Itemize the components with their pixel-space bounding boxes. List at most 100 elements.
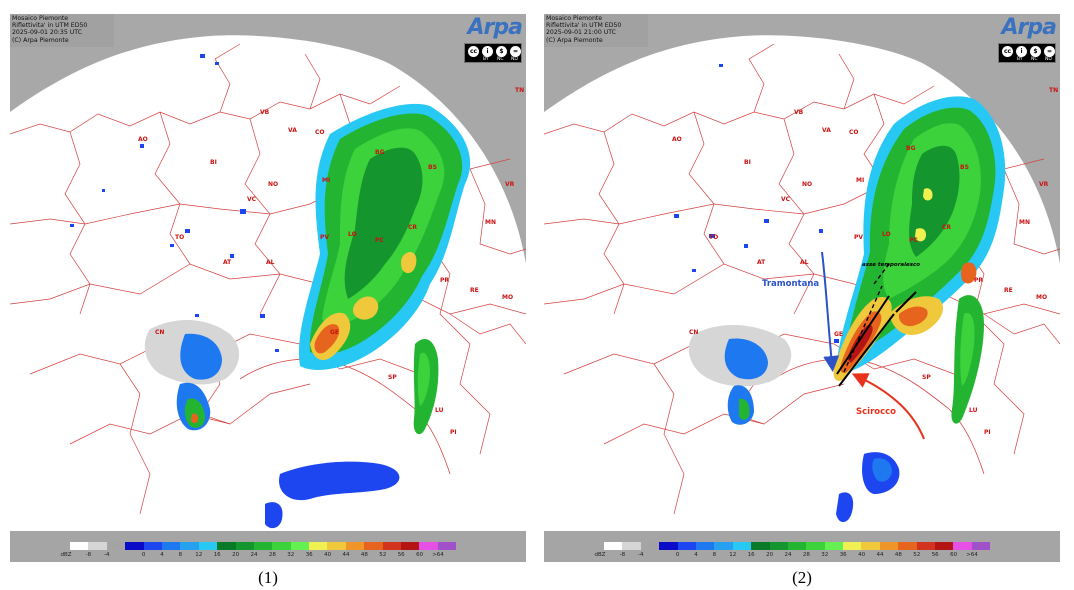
- legend-tick-label: 52: [379, 552, 387, 558]
- legend-tick-label: -8: [85, 552, 92, 558]
- svg-text:CN: CN: [155, 329, 164, 336]
- arpa-logo: Arpa cc i $ = BY NC ND: [998, 15, 1058, 63]
- legend-tick-label: -4: [104, 552, 110, 558]
- svg-text:AT: AT: [223, 259, 232, 266]
- legend-tick-label: 8: [178, 552, 183, 558]
- radar-panel-2: AO BI VB VA CO NO VC MI BG BS TO AT AL P…: [544, 14, 1060, 562]
- legend-tick-label: 24: [250, 552, 258, 558]
- legend-tick-label: -4: [638, 552, 644, 558]
- svg-text:VA: VA: [288, 127, 297, 134]
- scattered-echoes-1: [70, 54, 279, 352]
- legend-swatch: [364, 542, 383, 550]
- scirocco-arrow: [851, 373, 925, 440]
- svg-text:BG: BG: [375, 149, 385, 156]
- svg-text:LO: LO: [348, 231, 357, 238]
- legend-ticks: dBZ -8 -4 0 4 8 12 16 20 24 28 32 36 40 44 48 52 56 60 >64: [10, 552, 526, 560]
- legend-tick-label: 4: [694, 552, 698, 558]
- panel-caption-1: (1): [258, 568, 278, 587]
- arpa-logo: Arpa cc i $ = BY NC ND: [464, 15, 524, 63]
- svg-text:VB: VB: [260, 109, 270, 116]
- svg-text:MI: MI: [322, 177, 330, 184]
- legend-tick-label: 48: [894, 552, 902, 558]
- svg-text:VR: VR: [1039, 181, 1049, 188]
- svg-text:PV: PV: [320, 234, 329, 241]
- svg-text:CO: CO: [849, 129, 859, 136]
- cc-license-badge: cc i $ = BY NC ND: [998, 43, 1056, 63]
- legend-tick-label: 16: [747, 552, 755, 558]
- legend-swatch: [198, 542, 218, 550]
- legend-tick-label: 28: [268, 552, 276, 558]
- legend-swatch: [659, 542, 678, 550]
- legend-swatch: [751, 542, 770, 550]
- map-header: Mosaico Piemonte Riflettivita' in UTM ED…: [10, 14, 114, 47]
- precip-main-1: [299, 103, 471, 370]
- legend-tick-label: 40: [858, 552, 866, 558]
- coastline: [239, 358, 451, 475]
- map-header: Mosaico Piemonte Riflettivita' in UTM ED…: [544, 14, 648, 47]
- svg-text:PC: PC: [909, 237, 918, 244]
- svg-text:SP: SP: [388, 374, 397, 381]
- cc-icon: cc: [1002, 46, 1013, 57]
- legend-tick-label: 36: [305, 552, 313, 558]
- legend-swatch: [953, 542, 972, 550]
- legend-tick-label: 16: [213, 552, 221, 558]
- precip-sea-1: [279, 461, 400, 501]
- svg-text:SP: SP: [922, 374, 931, 381]
- legend-swatch: [272, 542, 291, 550]
- legend-swatch: [382, 542, 402, 550]
- legend-tick-label: 36: [839, 552, 847, 558]
- arpa-logo-text: Arpa: [467, 15, 523, 40]
- svg-text:VB: VB: [794, 109, 804, 116]
- legend-swatch: [971, 542, 991, 550]
- svg-text:AT: AT: [757, 259, 766, 266]
- nd-icon: =: [1044, 46, 1055, 57]
- nd-icon: =: [510, 46, 521, 57]
- svg-text:GE: GE: [330, 329, 339, 336]
- legend-tick-label: 40: [324, 552, 332, 558]
- svg-text:PI: PI: [984, 429, 991, 436]
- legend-tick-label: >64: [432, 552, 444, 558]
- coverage-mask: [10, 14, 526, 562]
- legend-swatch: [125, 542, 144, 550]
- legend-tick-label: 28: [802, 552, 810, 558]
- svg-text:VA: VA: [822, 127, 831, 134]
- svg-text:TO: TO: [709, 234, 718, 241]
- legend-swatch: [898, 542, 917, 550]
- scattered-echoes-2: [674, 64, 839, 343]
- legend-swatch: [824, 542, 844, 550]
- svg-text:BS: BS: [428, 164, 437, 171]
- svg-text:MO: MO: [502, 294, 513, 301]
- legend-tick-label: 32: [287, 552, 295, 558]
- svg-text:RE: RE: [1004, 287, 1013, 294]
- legend-swatch: [935, 542, 954, 550]
- svg-text:PC: PC: [375, 237, 384, 244]
- svg-text:AO: AO: [672, 136, 682, 143]
- legend-swatch: [217, 542, 236, 550]
- legend-tick-label: -8: [619, 552, 626, 558]
- legend-tick-label: 8: [712, 552, 717, 558]
- dbz-legend: dBZ -8 -4 0 4 8 12 16 20 24 28 32 36 40 44 48 52 56 60 >64: [544, 531, 1060, 562]
- svg-text:VC: VC: [781, 196, 791, 203]
- legend-swatch: [677, 542, 696, 550]
- svg-text:LU: LU: [969, 407, 978, 414]
- legend-color-scale: [604, 542, 991, 550]
- legend-swatch: [787, 542, 807, 550]
- legend-tick-label: 4: [160, 552, 164, 558]
- legend-swatch: [916, 542, 936, 550]
- legend-swatch: [732, 542, 752, 550]
- precip-cuneo-1: [144, 319, 240, 431]
- svg-text:TO: TO: [175, 234, 184, 241]
- legend-swatch: [253, 542, 273, 550]
- legend-tick-label: 60: [950, 552, 958, 558]
- legend-tick-label: 56: [397, 552, 405, 558]
- tramontana-arrow: [821, 251, 840, 372]
- svg-text:CR: CR: [408, 224, 417, 231]
- storm-axis-label: asse temporalesco: [862, 262, 920, 268]
- radar-map-1: AO BI VB VA CO NO VC MI BG BS TO AT AL P…: [10, 14, 526, 562]
- precip-main-2: [833, 96, 1006, 381]
- nc-icon: $: [1030, 46, 1041, 57]
- svg-text:NO: NO: [802, 181, 812, 188]
- legend-tick-label: 56: [931, 552, 939, 558]
- nc-icon: $: [496, 46, 507, 57]
- legend-tick-label: 20: [232, 552, 240, 558]
